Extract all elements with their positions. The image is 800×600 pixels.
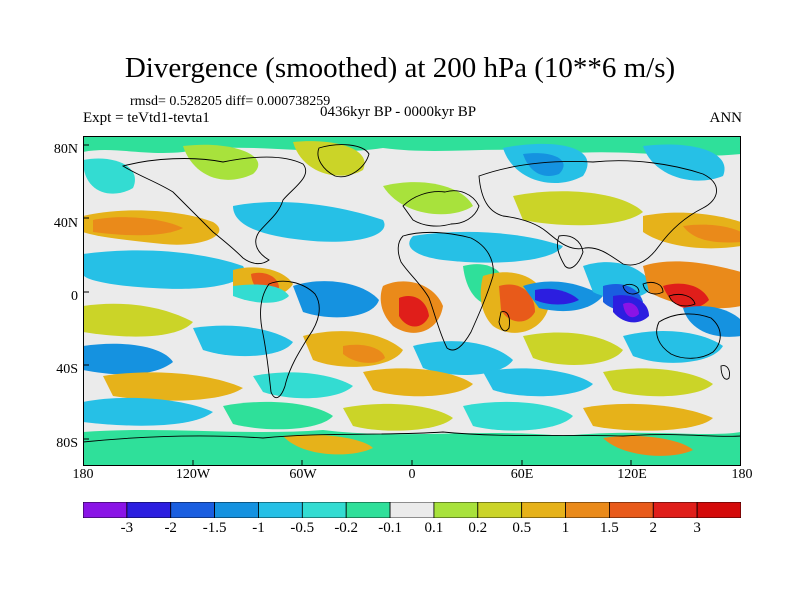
divergence-map	[83, 136, 741, 466]
colorbar-box	[565, 502, 610, 518]
lat-label-80s: 80S	[56, 436, 78, 451]
lat-label-40n: 40N	[53, 216, 78, 231]
colorbar-box	[477, 502, 523, 518]
colorbar-box	[258, 502, 303, 518]
colorbar-label: 3	[693, 520, 701, 536]
colorbar-label: -3	[120, 520, 134, 536]
lon-label-120w: 120W	[175, 467, 211, 482]
colorbar-label: -0.1	[378, 520, 402, 536]
colorbar-label: 0.2	[468, 520, 488, 536]
colorbar-label: 0.5	[512, 520, 532, 536]
colorbar	[83, 502, 741, 518]
colorbar-box	[389, 502, 435, 518]
coastlines	[83, 144, 741, 443]
lon-label-60e: 60E	[510, 467, 534, 482]
season-label: ANN	[709, 110, 743, 126]
colorbar-box	[609, 502, 654, 518]
stats-label: rmsd= 0.528205 diff= 0.000738259	[130, 94, 331, 109]
colorbar-label: -0.2	[334, 520, 359, 536]
colorbar-box	[652, 502, 698, 518]
colorbar-label: -1.5	[202, 520, 227, 536]
colorbar-boxes	[83, 502, 741, 518]
divergence-field	[83, 136, 741, 466]
lat-label-40s: 40S	[56, 362, 78, 377]
lon-label-180w: 180	[72, 467, 94, 482]
experiment-label: Expt = teVtd1-tevta1	[83, 110, 210, 126]
colorbar-box	[126, 502, 172, 518]
colorbar-box	[521, 502, 566, 518]
colorbar-label: -1	[252, 520, 265, 536]
colorbar-box	[214, 502, 259, 518]
colorbar-box	[83, 502, 128, 518]
colorbar-box	[345, 502, 391, 518]
map-title: Divergence (smoothed) at 200 hPa (10**6 …	[124, 52, 676, 84]
colorbar-box	[696, 502, 741, 518]
colorbar-box	[433, 502, 479, 518]
lat-label-eq: 0	[71, 289, 78, 304]
colorbar-label: 1	[561, 520, 570, 536]
lon-label-120e: 120E	[617, 467, 647, 482]
colorbar-label: -0.5	[290, 520, 315, 536]
lon-label-0: 0	[408, 467, 416, 482]
lon-label-180e: 180	[731, 467, 753, 482]
colorbar-label: 2	[649, 520, 658, 536]
lon-label-60w: 60W	[289, 467, 317, 482]
map-ticks	[83, 144, 632, 466]
colorbar-box	[170, 502, 216, 518]
lat-label-80n: 80N	[53, 142, 78, 157]
colorbar-box	[301, 502, 347, 518]
colorbar-label: 1.5	[600, 520, 619, 536]
period-label: 0436kyr BP - 0000kyr BP	[320, 104, 477, 120]
colorbar-label: 0.1	[424, 520, 444, 536]
colorbar-label: -2	[164, 520, 177, 536]
